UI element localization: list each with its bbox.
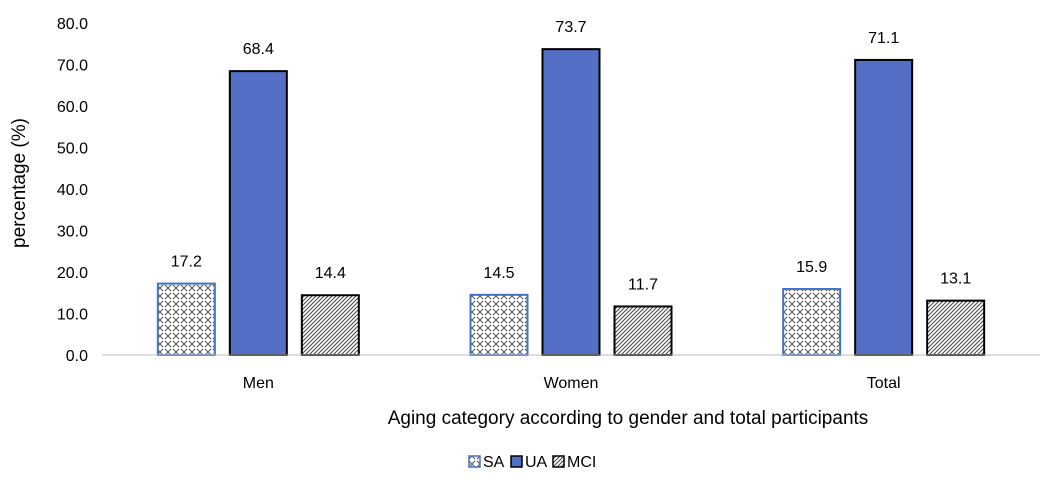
data-labels-group: 17.2 68.4 14.4 14.5 73.7 11.7 15.9 71.1 13.1 xyxy=(171,19,972,293)
bar-mci-women xyxy=(613,305,673,357)
y-tick-label: 70.0 xyxy=(57,58,88,75)
data-label: 15.9 xyxy=(796,259,827,276)
bar-sa-women xyxy=(469,293,529,357)
legend: SA UA MCI xyxy=(468,454,596,471)
data-label: 13.1 xyxy=(940,271,971,288)
x-tick-label: Total xyxy=(867,375,901,392)
data-label: 71.1 xyxy=(868,30,899,47)
bar-ua-men xyxy=(228,70,288,356)
legend-label-ua: UA xyxy=(525,454,548,471)
y-axis-title: percentage (%) xyxy=(9,118,30,248)
y-tick-label: 10.0 xyxy=(57,307,88,324)
bar-sa-men xyxy=(156,282,216,356)
y-tick-label: 80.0 xyxy=(57,16,88,33)
legend-swatch-ua xyxy=(510,455,523,468)
data-label: 73.7 xyxy=(555,19,586,36)
bar-sa-total xyxy=(782,288,842,357)
bar-ua-total xyxy=(854,58,914,357)
y-tick-label: 60.0 xyxy=(57,99,88,116)
y-tick-label: 0.0 xyxy=(66,348,88,365)
y-tick-label: 50.0 xyxy=(57,141,88,158)
legend-label-sa: SA xyxy=(483,454,505,471)
data-label: 68.4 xyxy=(243,41,274,58)
data-label: 11.7 xyxy=(628,276,658,293)
bar-mci-men xyxy=(300,294,360,356)
legend-swatch-sa xyxy=(468,455,481,468)
y-axis-tick-labels: 0.0 10.0 20.0 30.0 40.0 50.0 60.0 70.0 80.0 xyxy=(57,16,88,365)
data-label: 17.2 xyxy=(171,254,202,271)
data-label: 14.5 xyxy=(483,265,514,282)
y-tick-label: 40.0 xyxy=(57,182,88,199)
bar-ua-women xyxy=(541,48,601,357)
legend-swatch-mci xyxy=(552,455,565,468)
x-axis-tick-labels: Men Women Total xyxy=(243,375,901,392)
x-axis-title: Aging category according to gender and t… xyxy=(388,408,869,429)
y-tick-label: 30.0 xyxy=(57,224,88,241)
legend-label-mci: MCI xyxy=(567,454,596,471)
data-label: 14.4 xyxy=(315,265,346,282)
bars-group xyxy=(156,48,986,357)
y-tick-label: 20.0 xyxy=(57,265,88,282)
x-tick-label: Men xyxy=(243,375,274,392)
x-tick-label: Women xyxy=(544,375,599,392)
bar-mci-total xyxy=(926,299,986,357)
